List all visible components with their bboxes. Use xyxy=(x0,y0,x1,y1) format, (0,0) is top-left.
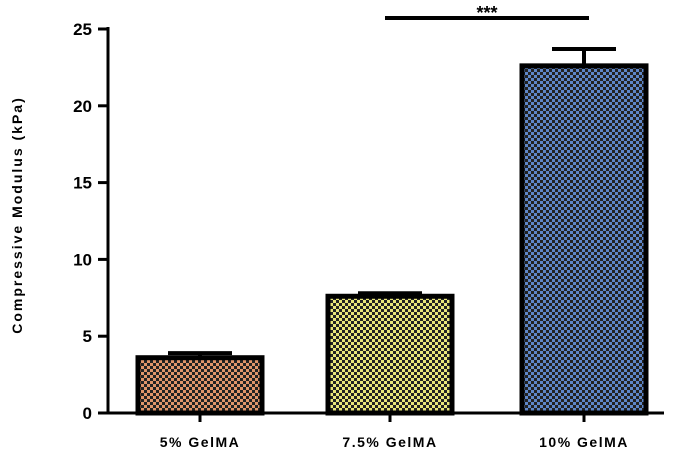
y-tick-label-15: 15 xyxy=(73,174,92,193)
significance-annotations: *** xyxy=(385,3,589,23)
bar-2 xyxy=(519,63,649,416)
category-label-0: 5% GelMA xyxy=(160,434,240,450)
y-tick-label-5: 5 xyxy=(83,327,92,346)
y-tick-label-25: 25 xyxy=(73,20,92,39)
y-axis: 0 5 10 15 20 25 xyxy=(73,20,110,423)
bar-0 xyxy=(135,355,265,416)
category-label-1: 7.5% GelMA xyxy=(342,434,437,450)
y-tick-label-20: 20 xyxy=(73,97,92,116)
significance-label-0: *** xyxy=(476,3,497,23)
bar-1 xyxy=(325,293,455,416)
y-tick-label-0: 0 xyxy=(83,404,92,423)
y-tick-label-10: 10 xyxy=(73,250,92,269)
category-label-2: 10% GelMA xyxy=(539,434,629,450)
category-labels: 5% GelMA 7.5% GelMA 10% GelMA xyxy=(160,434,629,450)
y-axis-title: Compressive Modulus (kPa) xyxy=(9,96,25,334)
bars xyxy=(135,63,649,416)
